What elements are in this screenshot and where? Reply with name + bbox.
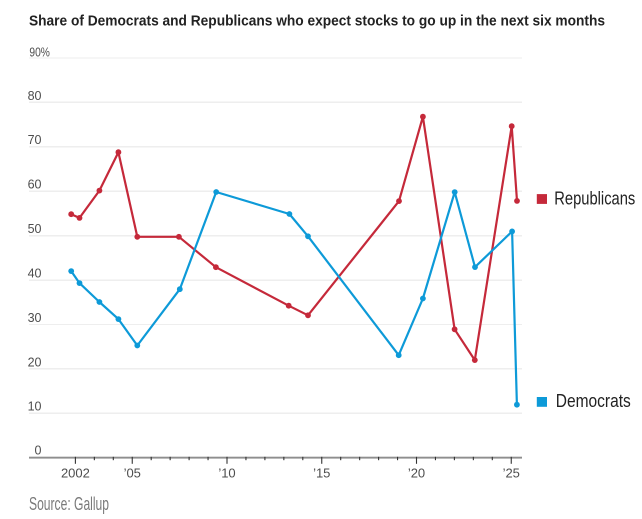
svg-text:’25: ’25 xyxy=(503,466,520,481)
svg-text:90%: 90% xyxy=(29,45,50,59)
svg-text:’05: ’05 xyxy=(124,466,141,481)
svg-text:70: 70 xyxy=(28,133,42,147)
svg-text:50: 50 xyxy=(28,222,42,236)
svg-text:Source: Gallup: Source: Gallup xyxy=(29,493,109,514)
svg-text:Share of Democrats and Republi: Share of Democrats and Republicans who e… xyxy=(29,13,605,30)
svg-text:10: 10 xyxy=(28,400,42,414)
svg-text:60: 60 xyxy=(28,178,42,192)
svg-text:2002: 2002 xyxy=(61,466,90,481)
svg-text:’15: ’15 xyxy=(313,466,330,481)
svg-text:Republicans: Republicans xyxy=(554,187,635,208)
svg-text:30: 30 xyxy=(28,311,42,325)
svg-text:80: 80 xyxy=(28,89,42,103)
svg-text:’10: ’10 xyxy=(218,466,235,481)
svg-text:40: 40 xyxy=(28,267,42,281)
svg-text:0: 0 xyxy=(35,443,42,457)
svg-text:20: 20 xyxy=(28,355,42,369)
svg-text:Democrats: Democrats xyxy=(556,390,631,411)
svg-text:’20: ’20 xyxy=(408,466,425,481)
